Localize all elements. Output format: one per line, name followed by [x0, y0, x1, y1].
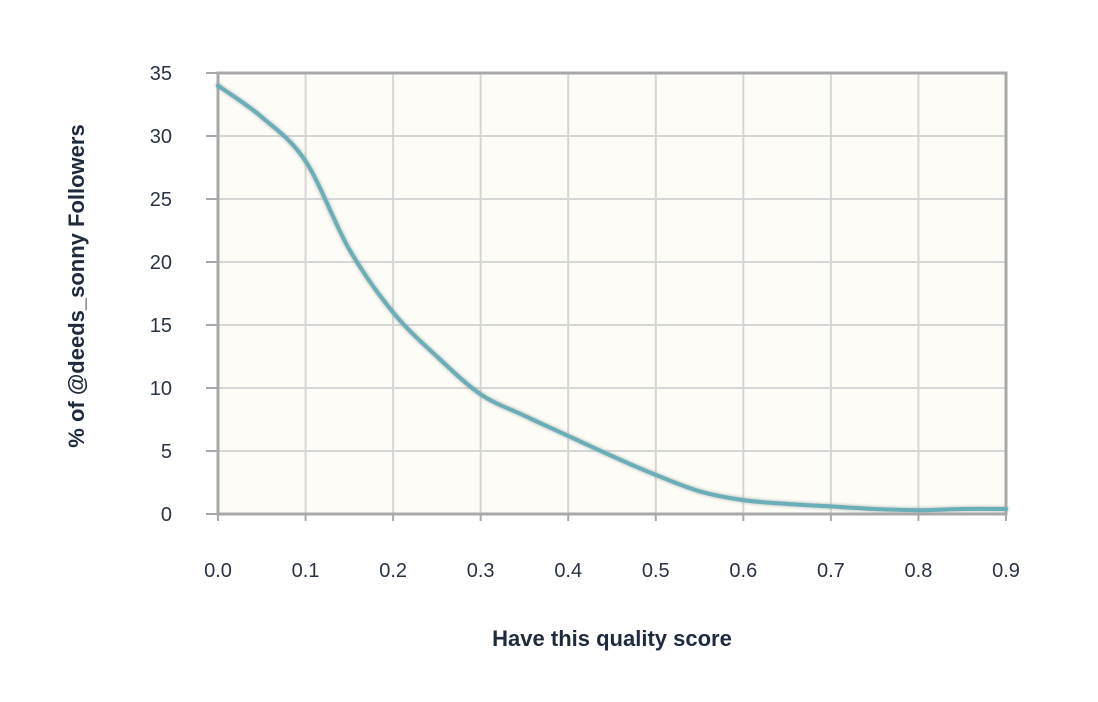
plot-background — [218, 73, 1006, 514]
x-tick-label: 0.6 — [729, 560, 757, 582]
plot-border — [216, 71, 1008, 516]
x-tick-label: 0.9 — [992, 560, 1020, 582]
y-tick-label: 10 — [150, 378, 172, 400]
x-tick-label: 0.4 — [554, 560, 582, 582]
y-tick-label: 5 — [161, 441, 172, 463]
x-tick-label: 0.0 — [204, 560, 232, 582]
x-tick-label: 0.1 — [292, 560, 320, 582]
y-axis-title: % of @deeds_sonny Followers — [64, 124, 89, 447]
y-tick-label: 20 — [150, 252, 172, 274]
x-tick-label: 0.2 — [379, 560, 407, 582]
y-tick-label: 25 — [150, 189, 172, 211]
axis-ticks — [206, 72, 1007, 521]
x-tick-label: 0.5 — [642, 560, 670, 582]
x-tick-labels: 0.0 0.1 0.2 0.3 0.4 0.5 0.6 0.7 0.8 0.9 — [204, 560, 1020, 582]
x-tick-label: 0.7 — [817, 560, 845, 582]
y-tick-label: 0 — [161, 504, 172, 526]
x-tick-label: 0.3 — [467, 560, 495, 582]
grid-lines — [218, 73, 1006, 514]
y-tick-label: 35 — [150, 63, 172, 85]
x-axis-title: Have this quality score — [492, 626, 732, 651]
y-tick-label: 30 — [150, 126, 172, 148]
y-tick-labels: 0 5 10 15 20 25 30 35 — [150, 63, 172, 526]
series-group — [215, 82, 1009, 514]
series-line — [216, 83, 1008, 513]
y-tick-label: 15 — [150, 315, 172, 337]
plot-frame — [216, 71, 1008, 516]
x-tick-label: 0.8 — [905, 560, 933, 582]
